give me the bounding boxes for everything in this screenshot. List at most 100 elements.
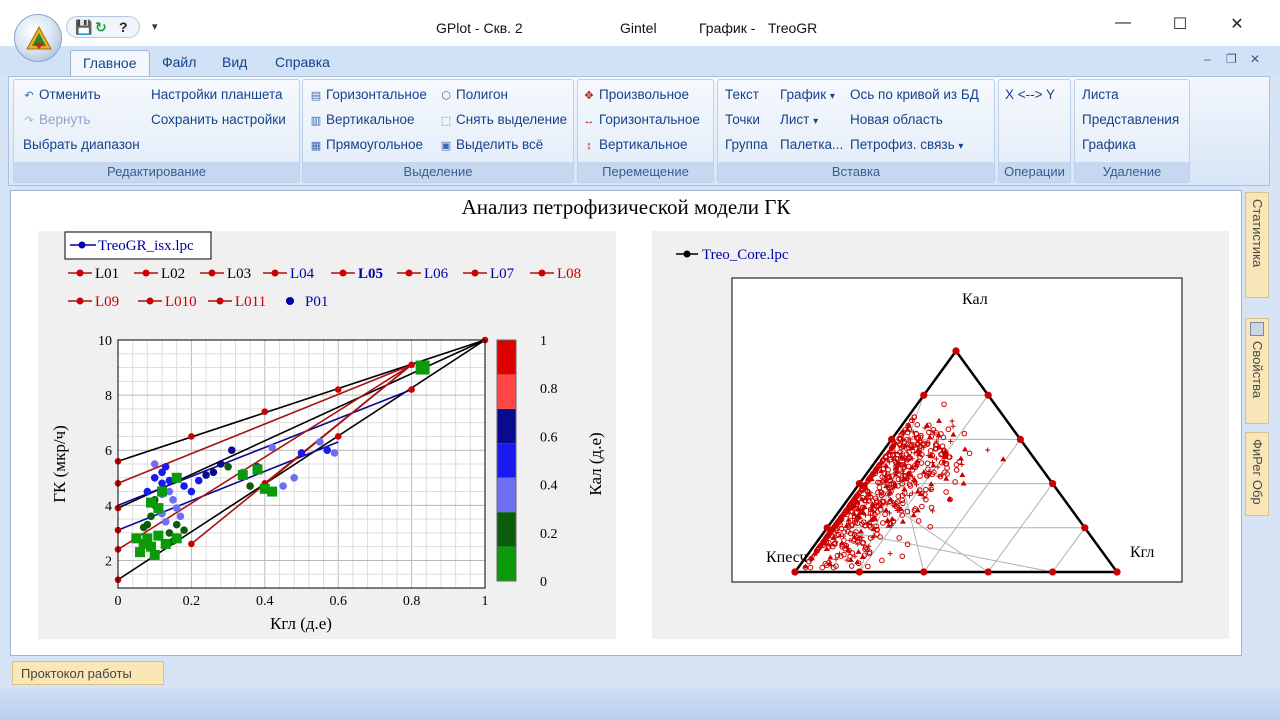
data-point: [259, 483, 270, 494]
ternary-point: [926, 422, 932, 428]
ternary-point: [846, 547, 852, 554]
move-arbitrary-button[interactable]: ✥ Произвольное: [582, 87, 689, 102]
ternary-point: [941, 401, 947, 408]
ternary-point: [920, 469, 927, 475]
move-vertical-button[interactable]: ↕ Вертикальное: [582, 137, 687, 152]
ternary-point: [933, 445, 939, 452]
ternary-point: [953, 462, 960, 468]
quick-access-toolbar: 💾 ↻ ?: [66, 16, 140, 38]
help-icon[interactable]: ?: [119, 19, 128, 35]
new-area-button[interactable]: Новая область: [850, 112, 943, 127]
polygon-select-icon: ⬡: [441, 90, 451, 102]
tab-view[interactable]: Вид: [222, 54, 248, 70]
data-point: [252, 464, 263, 475]
ternary-point: [900, 465, 906, 471]
tab-main[interactable]: Главное: [70, 50, 150, 76]
data-point: [172, 504, 181, 512]
data-point: [202, 471, 210, 479]
insert-text-button[interactable]: Текст: [725, 87, 759, 102]
minimize-button[interactable]: —: [1115, 14, 1131, 31]
tablet-settings-button[interactable]: Настройки планшета: [151, 87, 283, 102]
select-horizontal-button[interactable]: ▤ Горизонтальное: [309, 87, 427, 102]
legend-item-l07: L07: [463, 266, 515, 282]
mdi-close-button[interactable]: ✕: [1250, 52, 1261, 66]
ternary-point: [807, 557, 813, 563]
y-tick-label: 10: [98, 334, 112, 349]
side-tab-properties[interactable]: Свойства: [1245, 318, 1269, 424]
petro-link-dropdown[interactable]: Петрофиз. связь ▾: [850, 137, 963, 152]
insert-points-button[interactable]: Точки: [725, 112, 760, 127]
vertical-select-icon: ▥: [310, 115, 322, 127]
ternary-point: [866, 475, 873, 482]
side-tab-statistics[interactable]: Статистика: [1245, 192, 1269, 298]
axis-from-db-button[interactable]: Ось по кривой из БД: [850, 87, 979, 102]
undo-button[interactable]: ↶ Отменить: [22, 87, 100, 102]
legend-item-l01: L01: [68, 266, 119, 282]
delete-charts-button[interactable]: Графика: [1082, 137, 1136, 152]
refresh-icon[interactable]: ↻: [95, 19, 107, 35]
colorbar-tick-label: 0.8: [540, 382, 558, 397]
insert-palette-button[interactable]: Палетка...: [780, 137, 844, 152]
ternary-point: [914, 421, 921, 428]
save-icon[interactable]: 💾: [75, 19, 93, 35]
tab-file[interactable]: Файл: [162, 54, 197, 70]
close-button[interactable]: ✕: [1230, 16, 1244, 33]
swap-xy-button[interactable]: X <--> Y: [1005, 87, 1056, 102]
data-point: [290, 473, 298, 482]
data-point: [267, 486, 278, 497]
ternary-point: [852, 553, 858, 559]
insert-chart-dropdown[interactable]: График ▾: [780, 87, 835, 102]
ternary-point: [904, 429, 911, 436]
ternary-triangle: [792, 348, 1120, 574]
qat-dropdown-icon[interactable]: ▾: [152, 21, 158, 33]
ternary-chart[interactable]: Treo_Core.lpc Кал Кпесч Кгл: [652, 231, 1229, 639]
ternary-point: [859, 534, 865, 540]
delete-views-button[interactable]: Представления: [1082, 112, 1180, 127]
work-log-tab[interactable]: Проктокол работы: [12, 661, 164, 685]
core-ternary-panel: Treo_Core.lpc Кал Кпесч Кгл: [652, 231, 1229, 639]
ternary-point: [909, 474, 915, 480]
save-settings-button[interactable]: Сохранить настройки: [151, 112, 286, 127]
ternary-point: [916, 448, 922, 454]
mdi-restore-button[interactable]: ❐: [1226, 52, 1237, 66]
legend-label: P01: [305, 294, 328, 310]
maximize-button[interactable]: ☐: [1172, 16, 1188, 33]
select-range-button[interactable]: Выбрать диапазон: [23, 137, 140, 152]
ternary-point: [940, 448, 947, 454]
petro-link-label: Петрофиз. связь: [850, 137, 955, 152]
select-all-button[interactable]: ▣ Выделить всё: [439, 137, 544, 152]
model-anchor-point: [188, 433, 195, 440]
insert-sheet-dropdown[interactable]: Лист ▾: [780, 112, 818, 127]
ternary-point: [866, 550, 873, 557]
ternary-point: [859, 504, 866, 511]
ternary-point: [822, 560, 828, 567]
side-tab-fireg[interactable]: ФиРег Обр: [1245, 432, 1269, 516]
mdi-minimize-button[interactable]: –: [1204, 52, 1211, 66]
select-polygon-button[interactable]: ⬡ Полигон: [439, 87, 508, 102]
select-rectangular-button[interactable]: ▦ Прямоугольное: [309, 137, 423, 152]
x-tick-label: 0: [115, 594, 122, 609]
move-horizontal-button[interactable]: ↔ Горизонтальное: [582, 112, 700, 127]
ternary-point: [859, 553, 866, 559]
legend-label: L02: [161, 266, 185, 282]
app-menu-button[interactable]: [14, 14, 62, 62]
data-point: [143, 487, 152, 496]
delete-sheets-button[interactable]: Листа: [1082, 87, 1119, 102]
ternary-point: [899, 480, 906, 487]
tab-help[interactable]: Справка: [275, 54, 330, 70]
ternary-point: [851, 531, 858, 538]
ternary-point: [926, 469, 932, 475]
insert-group-button[interactable]: Группа: [725, 137, 768, 152]
ternary-point: [866, 543, 872, 549]
ternary-frame: [731, 277, 1183, 583]
ternary-point: [891, 501, 898, 508]
ternary-point: [802, 563, 809, 569]
ternary-point: [893, 461, 900, 467]
ternary-grid-line: [859, 483, 989, 573]
gk-scatter-chart[interactable]: TreoGR_isx.lpc L01 L02 L03 L04 L05 L06 L07 L08 L…: [38, 231, 616, 639]
redo-button[interactable]: ↷ Вернуть: [22, 112, 90, 127]
model-anchor-point: [334, 433, 342, 440]
ternary-point: [943, 475, 950, 481]
select-vertical-button[interactable]: ▥ Вертикальное: [309, 112, 415, 127]
deselect-button[interactable]: ⬚ Снять выделение: [439, 112, 567, 127]
